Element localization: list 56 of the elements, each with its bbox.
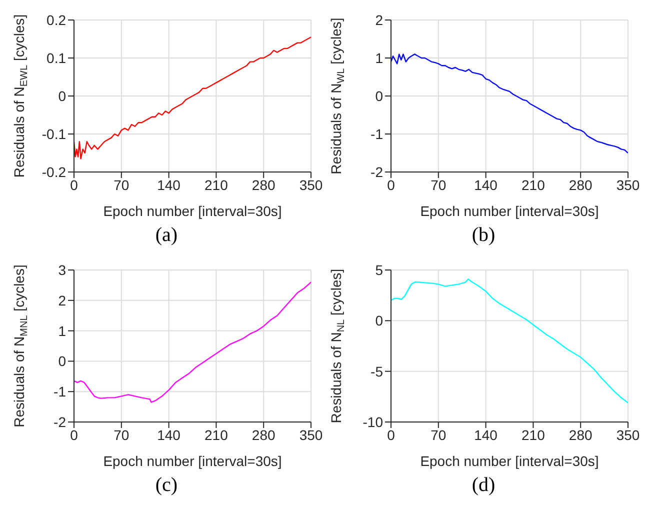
text: (c) [154,474,179,497]
line-series [74,282,311,403]
x-tick-label: 350 [299,176,323,193]
line-series [391,54,628,154]
y-tick-label: 0.1 [46,50,66,66]
x-axis-title: Epoch number [interval=30s] [420,203,599,219]
y-tick-label: -2 [54,414,66,430]
x-tick-label: 70 [430,176,446,193]
y-tick-label: 3 [58,262,66,278]
x-tick-label: 350 [616,176,640,193]
x-axis-title: Epoch number [interval=30s] [103,203,282,219]
x-tick-label: 70 [114,176,130,193]
x-tick-label: 70 [114,426,130,443]
x-tick-label: 0 [387,426,396,443]
x-tick-label: 280 [252,176,276,193]
x-tick-label: 280 [252,426,276,443]
y-tick-label: 1 [375,50,384,66]
y-tick-label: -5 [370,363,384,380]
y-tick-label: 2 [58,292,66,308]
x-tick-label: 210 [204,426,228,443]
y-tick-label: 0 [58,88,66,104]
y-tick-label: 1 [58,322,66,339]
y-tick-label: -1 [54,384,66,400]
x-tick-label: 280 [568,426,592,443]
y-tick-label: -0.1 [42,126,66,142]
x-tick-label: 0 [70,176,78,193]
x-tick-label: 140 [474,176,498,193]
x-tick-label: 140 [474,426,498,443]
y-tick-label: 5 [375,262,384,278]
line-series [391,278,628,404]
x-axis-title: Epoch number [interval=30s] [420,453,599,469]
x-tick-label: 0 [70,426,78,443]
x-axis-title: Epoch number [interval=30s] [103,453,282,469]
y-tick-label: 0.2 [46,12,66,28]
x-tick-label: 70 [430,426,446,443]
x-tick-label: 140 [157,176,181,193]
x-tick-label: 350 [616,426,640,443]
y-tick-label: 0 [375,88,384,104]
line-series [74,36,311,160]
x-tick-label: 210 [522,176,546,193]
y-tick-label: -0.2 [42,164,66,180]
text: (b) [470,224,496,247]
y-tick-label: 0 [58,353,66,370]
x-tick-label: 0 [387,176,396,193]
y-tick-label: -1 [370,126,384,142]
x-tick-label: 280 [568,176,592,193]
x-tick-label: 350 [299,426,323,443]
x-tick-label: 140 [157,426,181,443]
text: (a) [154,224,179,247]
x-tick-label: 210 [522,426,546,443]
y-tick-label: 2 [375,12,384,28]
y-tick-label: -2 [370,164,384,180]
text: (d) [470,474,496,497]
y-tick-label: -10 [362,414,384,430]
y-tick-label: 0 [375,312,384,329]
x-tick-label: 210 [204,176,228,193]
